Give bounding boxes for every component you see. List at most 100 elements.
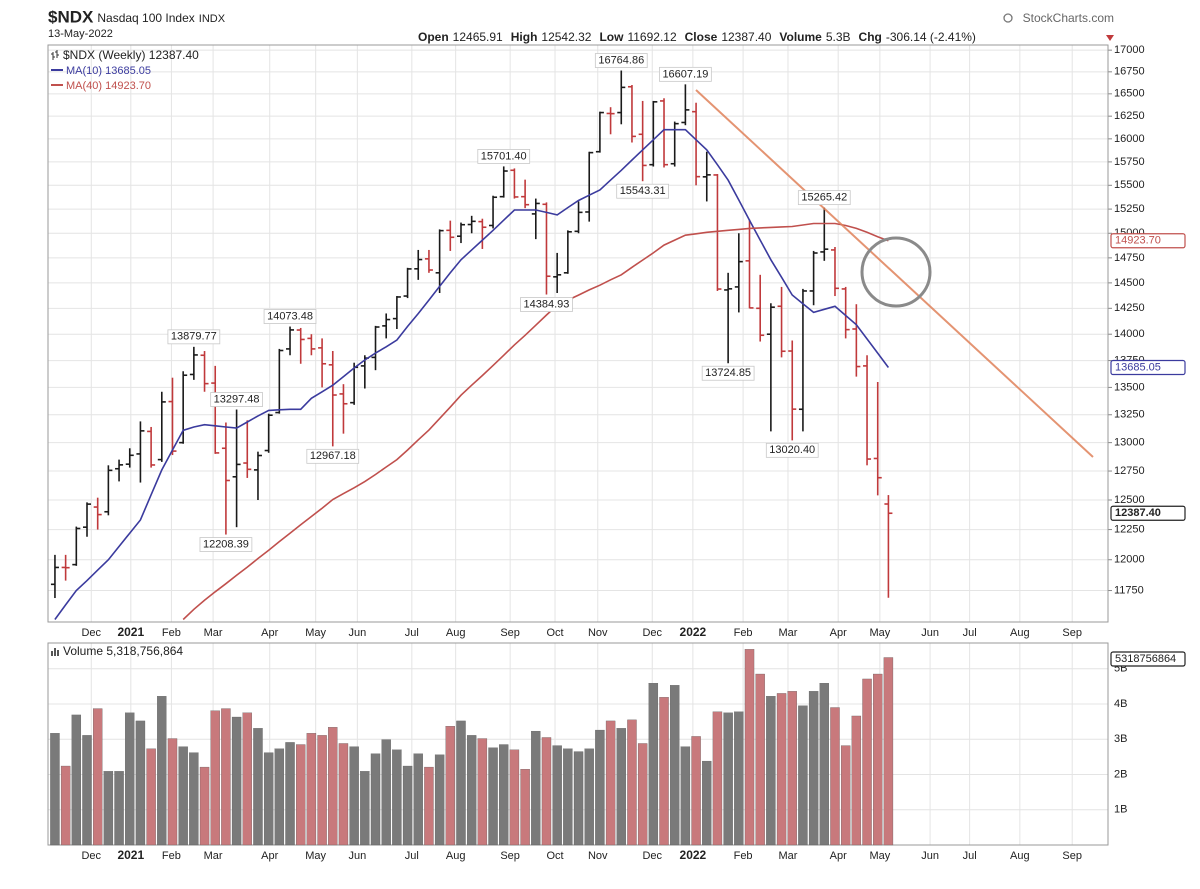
value-label-box [520,297,573,312]
volume-bar [477,738,488,846]
volume-bar [723,712,733,846]
x-tick-label: 2021 [117,848,144,862]
x-tick-label: Aug [1010,850,1030,862]
volume-bar [541,737,552,846]
volume-bar [466,735,477,846]
mark-layer [50,70,894,846]
x-tick-label: Apr [830,850,847,862]
volume-bar [691,736,701,846]
price-frame [47,44,1109,623]
y-tick-label: 3B [1114,733,1127,745]
exchange: INDX [199,13,226,25]
x-tick-label: Jul [405,850,419,862]
volume-bar [840,745,851,846]
value-label-box [199,537,253,552]
y-tick-label: 13500 [1114,381,1145,393]
x-tick-label: Jul [405,627,419,639]
value-label: 14073.48 [267,310,313,322]
y-tick-label: 13250 [1114,409,1145,421]
x-tick-label: Apr [261,850,278,862]
quote-label: Close [685,30,718,44]
volume-bar [616,728,626,846]
volume-bar [627,719,637,846]
x-tick-label: Jun [348,627,366,639]
x-tick-label: Sep [1062,850,1082,862]
value-label-box [263,309,317,324]
quote-value: 12387.40 [721,30,771,44]
y-tick-label: 16000 [1114,133,1145,145]
value-label-box [594,53,648,68]
quote-label: High [511,30,538,44]
x-tick-label: Feb [734,850,753,862]
x-tick-label: Mar [778,627,797,639]
y-tick-label: 12500 [1114,494,1145,506]
x-tick-label: Jun [921,850,939,862]
value-label: 12208.39 [203,538,249,550]
volume-bar [210,710,220,846]
volume-bar [702,760,712,846]
y-tick-label: 11750 [1114,584,1144,596]
quote-value: 5.3B [826,30,851,44]
x-tick-label: Feb [162,850,181,862]
volume-bar [424,766,434,846]
x-tick-label: Sep [1062,627,1082,639]
volume-bar [755,673,765,846]
volume-bar [862,678,872,846]
y-tick-label: 16500 [1114,88,1145,100]
volume-bar [392,749,402,846]
y-tick-label: 2B [1114,768,1127,780]
x-tick-label: Dec [81,850,101,862]
x-tick-label: 2022 [680,848,707,862]
volume-bar [499,744,509,846]
last-value-box [1110,233,1186,249]
volume-bar [92,708,103,846]
volume-bar [199,766,210,846]
x-tick-label: Dec [642,627,662,639]
legend-ohlc-icon [51,50,59,60]
x-tick-label: Nov [588,850,608,862]
source-logo [1003,13,1013,23]
volume-bar [883,657,894,846]
quote-value: -306.14 (-2.41%) [886,30,976,44]
y-tick-label: 15250 [1114,203,1145,215]
volume-bar [434,754,445,846]
value-label: 15265.42 [801,192,847,204]
volume-bar [552,745,562,846]
volume-bar [242,712,252,846]
x-tick-label: Mar [204,850,223,862]
volume-bar [167,738,178,846]
x-tick-label: Oct [546,627,563,639]
volume-bar [670,685,680,846]
volume-bar [744,649,755,846]
date: 13-May-2022 [48,28,113,40]
volume-bar [808,691,819,846]
volume-bar [317,735,327,846]
x-tick-label: Nov [588,627,608,639]
grid-layer [48,45,1112,845]
source: StockCharts.com [1023,11,1114,25]
volume-bar [766,696,776,846]
y-tick-label: 14000 [1114,328,1145,340]
quote-label: Open [418,30,449,44]
y-tick-label: 12250 [1114,523,1145,535]
last-value-box [1110,505,1186,521]
value-label: 16764.86 [598,54,644,66]
volume-bar [50,733,60,846]
y-tick-label: 12750 [1114,465,1145,477]
x-tick-label: Mar [778,850,797,862]
x-tick-label: Sep [500,627,520,639]
last-value-label: 5318756864 [1115,653,1176,665]
volume-bar [776,693,787,846]
x-tick-label: Aug [1010,627,1030,639]
volume-bar [349,746,359,846]
volume-bar [402,765,413,846]
value-label-box [167,329,221,345]
value-label-box [797,190,851,206]
x-tick-label: Dec [81,627,101,639]
value-label: 13724.85 [705,367,751,379]
volume-bar [413,753,423,846]
volume-bar [573,751,584,846]
volume-bar [381,739,391,846]
volume-bar [531,730,541,846]
value-label: 13297.48 [214,393,260,405]
